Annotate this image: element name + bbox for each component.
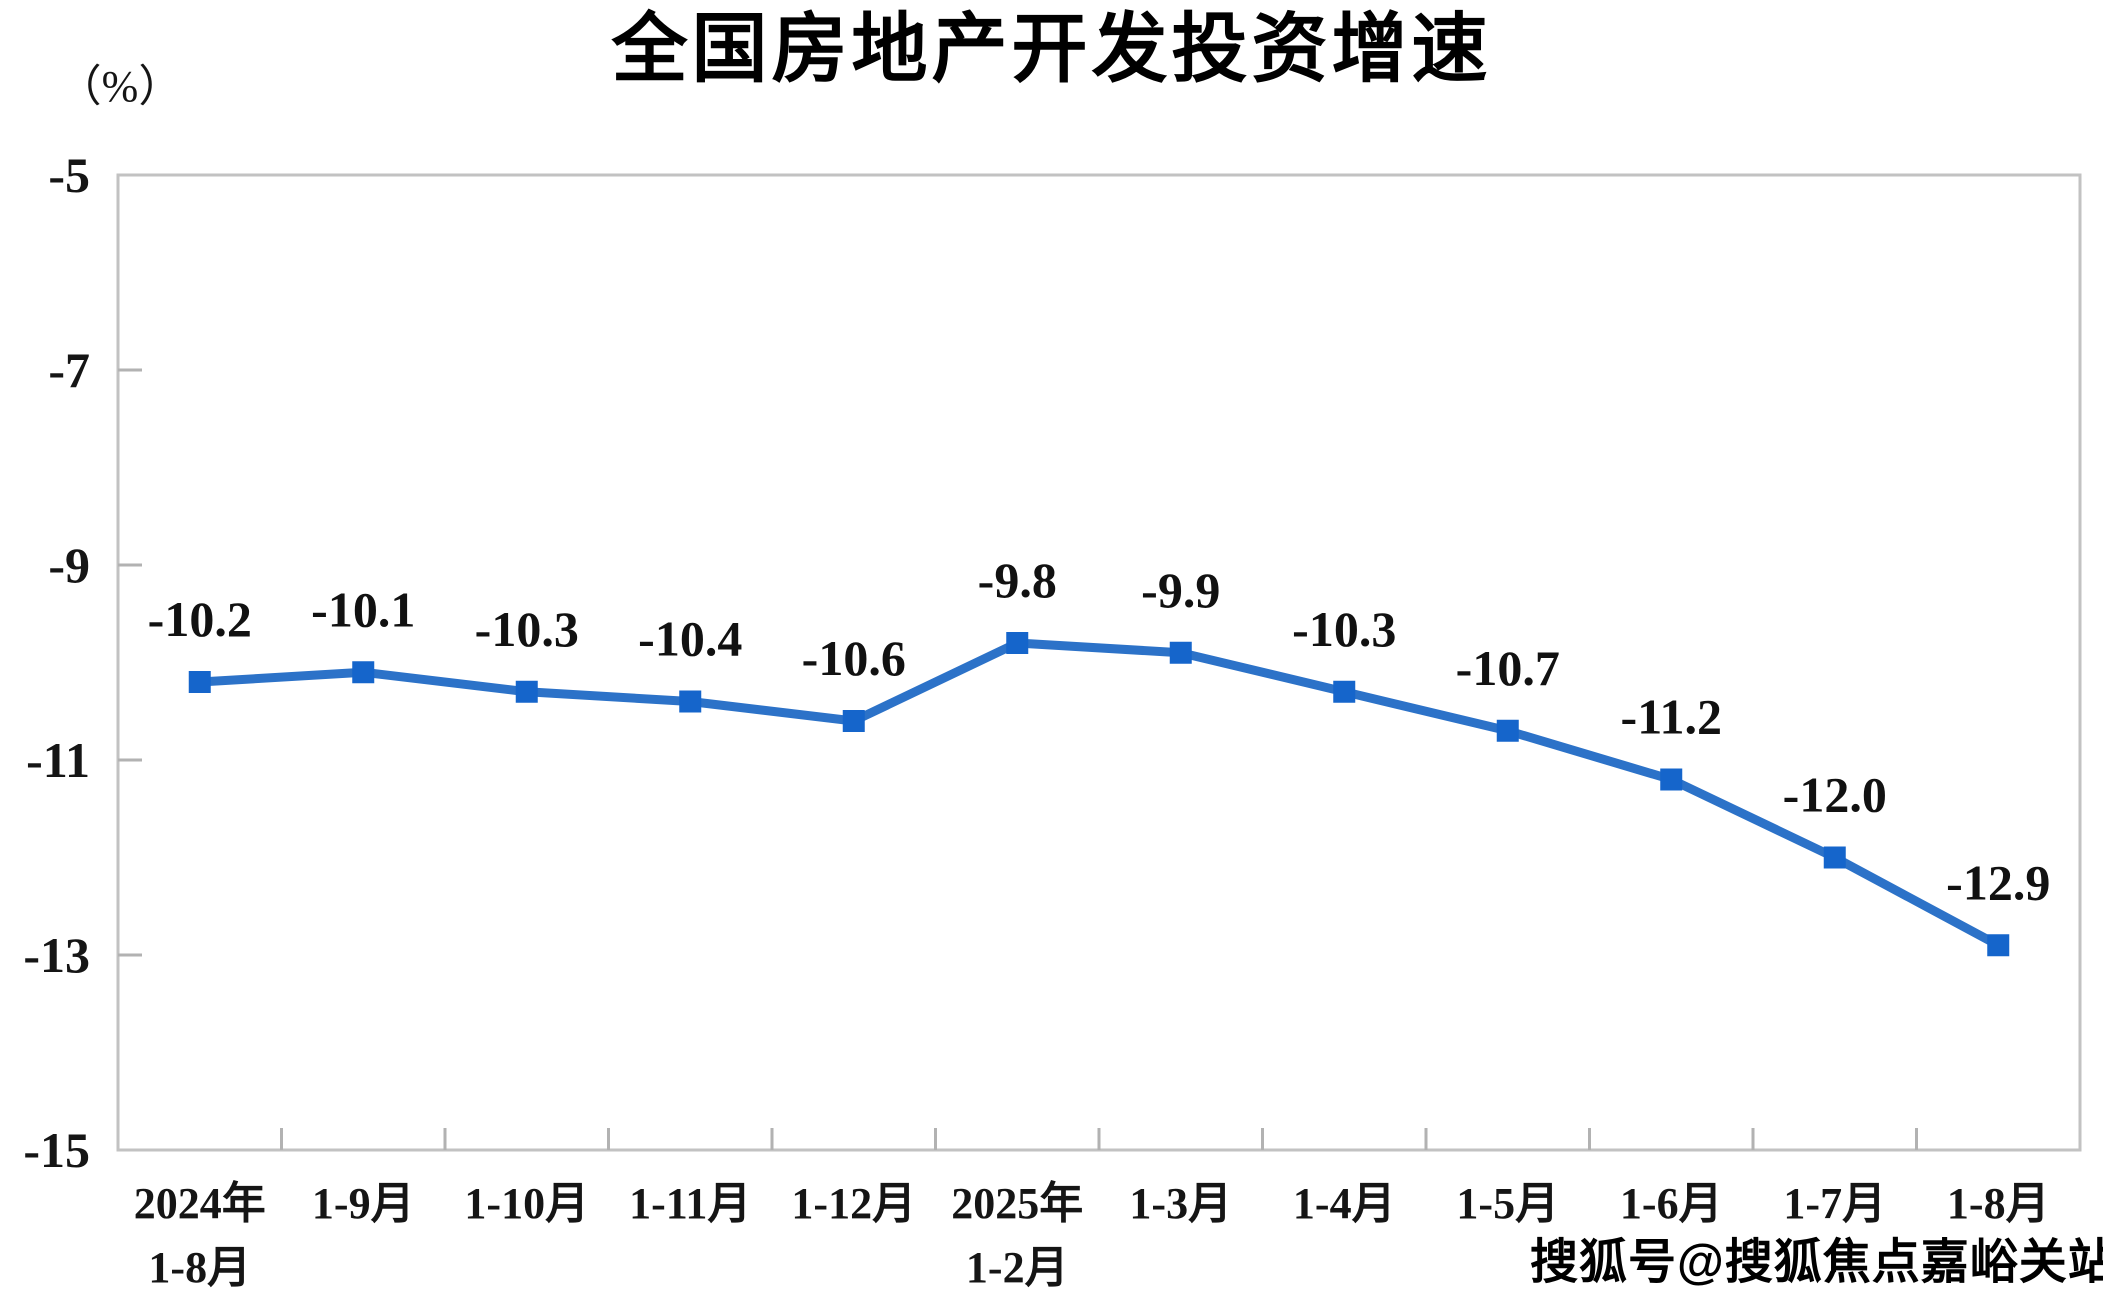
y-axis-unit-label: （%） — [57, 62, 183, 111]
data-point-label: -10.7 — [1456, 640, 1560, 696]
y-axis-label: -13 — [23, 927, 90, 983]
data-point-marker — [1169, 641, 1192, 664]
data-point-label: -9.8 — [978, 552, 1057, 608]
x-axis-label: 1-10月 — [464, 1179, 589, 1228]
y-axis-label: -11 — [26, 732, 90, 788]
x-axis-label: 1-6月 — [1620, 1179, 1723, 1228]
x-axis-label: 2024年 1-8月 — [134, 1179, 266, 1292]
y-axis-label: -15 — [23, 1122, 90, 1178]
plot-border — [116, 173, 2082, 1152]
data-point-marker — [352, 661, 375, 684]
data-point-label: -10.1 — [311, 581, 415, 637]
x-axis-label: 1-11月 — [629, 1179, 751, 1228]
y-axis-label: -7 — [48, 342, 90, 398]
data-point-marker — [1823, 846, 1846, 869]
data-point-marker — [515, 680, 538, 703]
data-point-label: -10.2 — [148, 591, 252, 647]
data-point-label: -10.3 — [475, 601, 579, 657]
x-axis-label: 1-7月 — [1783, 1179, 1886, 1228]
data-point-marker — [1660, 768, 1683, 791]
x-axis-label: 1-5月 — [1456, 1179, 1559, 1228]
data-point-label: -10.3 — [1292, 601, 1396, 657]
x-axis-label: 1-9月 — [312, 1179, 415, 1228]
data-point-marker — [1496, 719, 1519, 742]
y-axis-label: -5 — [48, 147, 90, 203]
data-point-label: -10.4 — [638, 611, 742, 667]
data-point-label: -12.9 — [1946, 854, 2050, 910]
x-axis-label: 1-4月 — [1293, 1179, 1396, 1228]
data-point-marker — [842, 710, 865, 732]
data-point-label: -11.2 — [1621, 689, 1722, 745]
data-point-marker — [1333, 680, 1356, 703]
y-axis-label: -9 — [48, 537, 90, 593]
x-axis-label: 1-12月 — [791, 1179, 916, 1228]
data-point-marker — [188, 671, 211, 693]
data-point-label: -10.6 — [802, 630, 906, 686]
x-axis-label: 1-3月 — [1129, 1179, 1232, 1228]
chart-title: 全国房地产开发投资增速 — [611, 7, 1492, 92]
data-line — [195, 638, 2003, 950]
data-point-label: -9.9 — [1141, 562, 1220, 618]
data-point-marker — [679, 690, 702, 713]
data-point-marker — [1006, 632, 1029, 654]
watermark: 搜狐号@搜狐焦点嘉峪关站 — [1530, 1236, 2103, 1289]
x-axis-label: 2025年 1-2月 — [951, 1179, 1083, 1292]
data-point-label: -12.0 — [1783, 767, 1887, 823]
x-axis-label: 1-8月 — [1947, 1179, 2050, 1228]
data-point-marker — [1987, 934, 2010, 957]
